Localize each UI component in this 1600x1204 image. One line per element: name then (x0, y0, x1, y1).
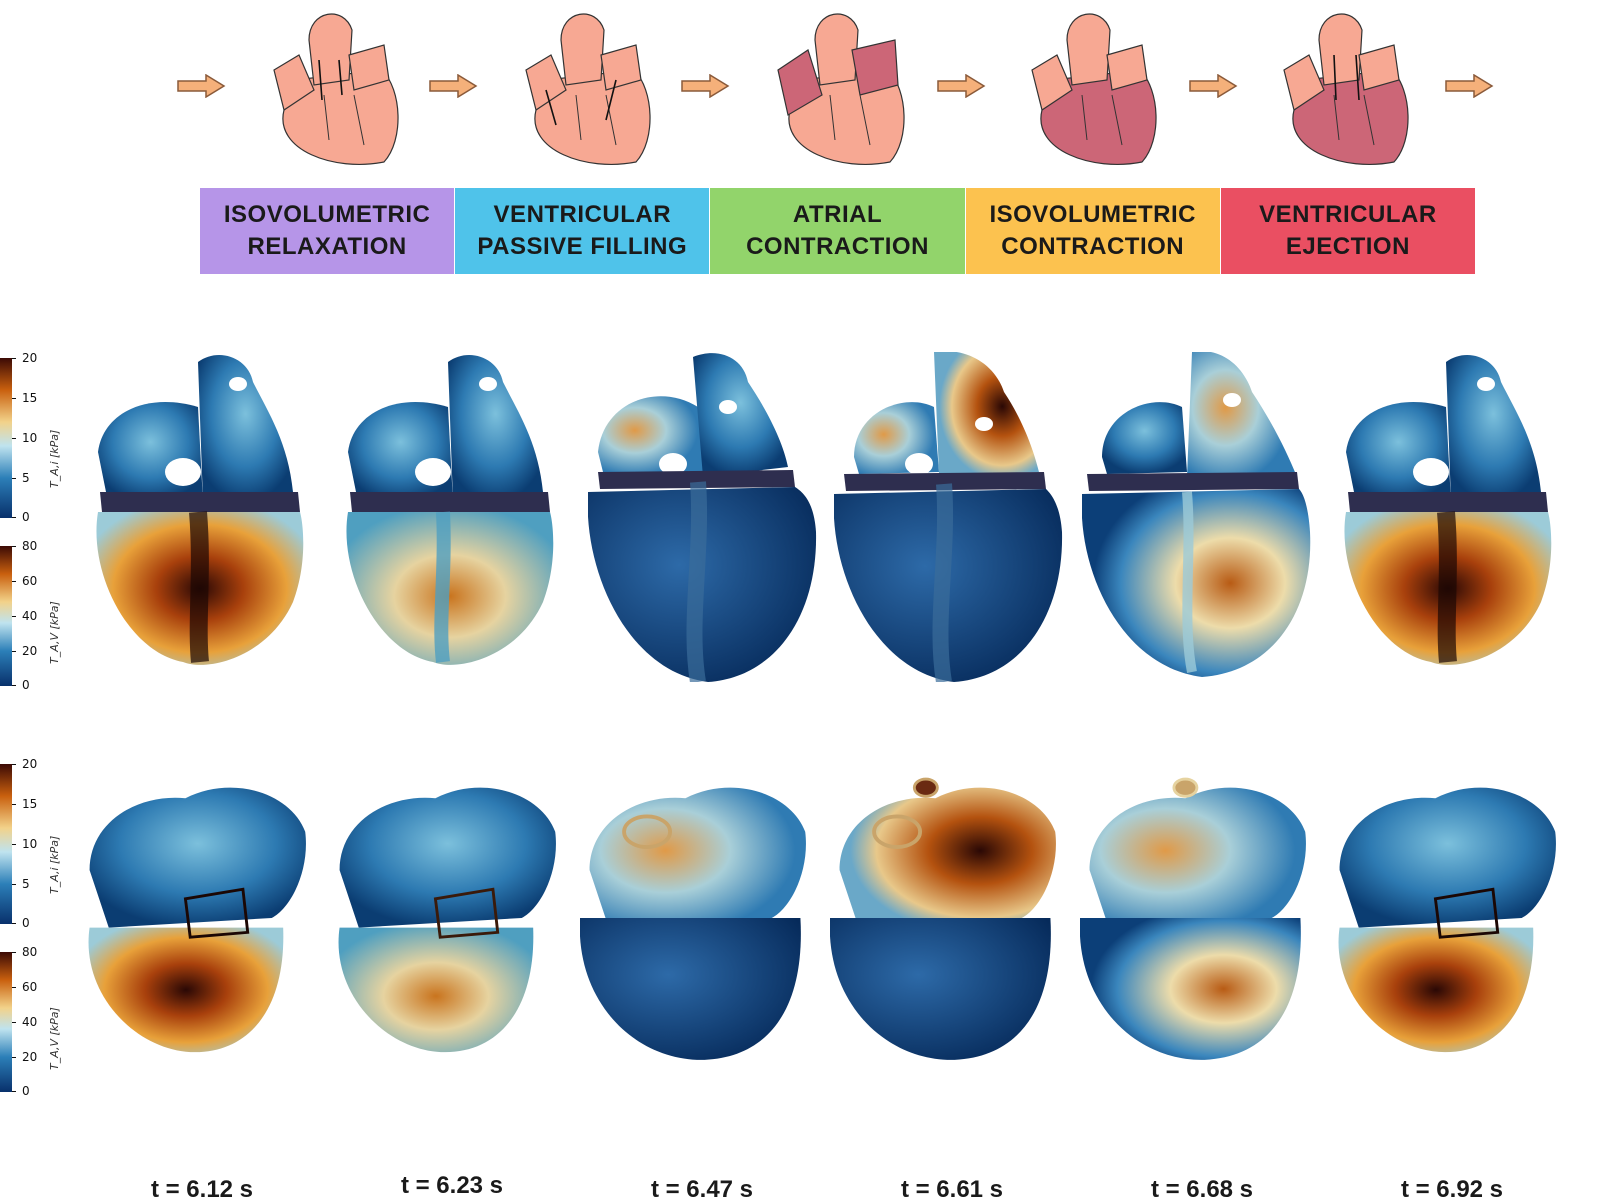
heart-model-row1-t3 (588, 353, 817, 682)
arrow-icon (937, 74, 986, 98)
colorbar-ventricles-row1: 80 60 40 20 0 T_A,V [kPa] (0, 539, 70, 710)
heart-model-row2-t5 (1080, 777, 1306, 1060)
arrow-icon (177, 74, 226, 98)
heart-model-row1-t4 (834, 352, 1063, 682)
colorbar-tick: 40 (22, 1015, 38, 1029)
colorbar-label: T_A,V [kPa] (48, 601, 61, 664)
heart-model-row1-t1 (96, 354, 304, 665)
heart-model-row2-t3 (580, 787, 806, 1060)
phase-labels: ISOVOLUMETRIC RELAXATION VENTRICULAR PAS… (200, 188, 1477, 274)
arrow-icon (1189, 74, 1238, 98)
colorbar-label: T_A,V [kPa] (48, 1007, 61, 1070)
arrow-icon (681, 74, 730, 98)
time-label: t = 6.23 s (400, 1172, 504, 1199)
heart-model-row1-t6 (1344, 354, 1552, 665)
colorbar-tick: 15 (22, 797, 38, 811)
time-label: t = 6.92 s (1400, 1176, 1504, 1203)
heart-model-row2-t2 (338, 787, 556, 1053)
colorbar-tick: 0 (22, 916, 30, 930)
phase-isovolumetric-contraction: ISOVOLUMETRIC CONTRACTION (965, 188, 1221, 274)
heart-schematic-isovolumetric-contraction (1031, 13, 1157, 165)
heart-model-row2-t4 (830, 777, 1056, 1060)
heart-schematic-atrial-contraction (777, 13, 905, 165)
colorbar-tick: 10 (22, 431, 38, 445)
colorbar-tick: 5 (22, 877, 30, 891)
heart-schematic-ejection (1283, 13, 1409, 165)
arrow-icon (1445, 74, 1494, 98)
colorbar-atria-row1: 20 15 10 5 0 T_A,i [kPa] (0, 351, 70, 524)
colorbar-tick: 0 (22, 1084, 30, 1098)
phase-isovolumetric-relaxation: ISOVOLUMETRIC RELAXATION (200, 188, 456, 274)
colorbar-tick: 40 (22, 609, 38, 623)
colorbar-tick: 20 (22, 757, 38, 771)
phase-atrial-contraction: ATRIAL CONTRACTION (710, 188, 966, 274)
colorbar-label: T_A,i [kPa] (48, 429, 61, 488)
time-label: t = 6.47 s (650, 1176, 754, 1203)
colorbar-tick: 80 (22, 539, 38, 553)
time-label: t = 6.61 s (900, 1176, 1004, 1203)
heart-model-row2-t6 (1338, 787, 1556, 1053)
colorbar-tick: 10 (22, 837, 38, 851)
colorbar-tick: 20 (22, 351, 38, 365)
heart-model-row1-t2 (346, 354, 554, 665)
colorbar-tick: 0 (22, 510, 30, 524)
colorbar-tick: 60 (22, 574, 38, 588)
colorbar-ventricles-row2: 80 60 40 20 0 T_A,V [kPa] (0, 945, 70, 1116)
phase-ventricular-passive-filling: VENTRICULAR PASSIVE FILLING (455, 188, 711, 274)
colorbar-tick: 5 (22, 471, 30, 485)
time-label: t = 6.68 s (1150, 1176, 1254, 1203)
colorbar-tick: 0 (22, 678, 30, 692)
heart-schematic-passive-filling (525, 13, 651, 165)
heart-schematic-relaxation (273, 13, 399, 165)
arrow-icon (429, 74, 478, 98)
heart-model-row2-t1 (88, 787, 306, 1053)
colorbar-tick: 15 (22, 391, 38, 405)
colorbar-label: T_A,i [kPa] (48, 835, 61, 894)
colorbar-tick: 60 (22, 980, 38, 994)
time-label: t = 6.12 s (150, 1176, 254, 1203)
heart-model-row1-t5 (1082, 352, 1311, 677)
colorbar-atria-row2: 20 15 10 5 0 T_A,i [kPa] (0, 757, 70, 930)
phase-ventricular-ejection: VENTRICULAR EJECTION (1220, 188, 1477, 274)
colorbar-tick: 20 (22, 644, 38, 658)
colorbar-tick: 80 (22, 945, 38, 959)
colorbar-tick: 20 (22, 1050, 38, 1064)
